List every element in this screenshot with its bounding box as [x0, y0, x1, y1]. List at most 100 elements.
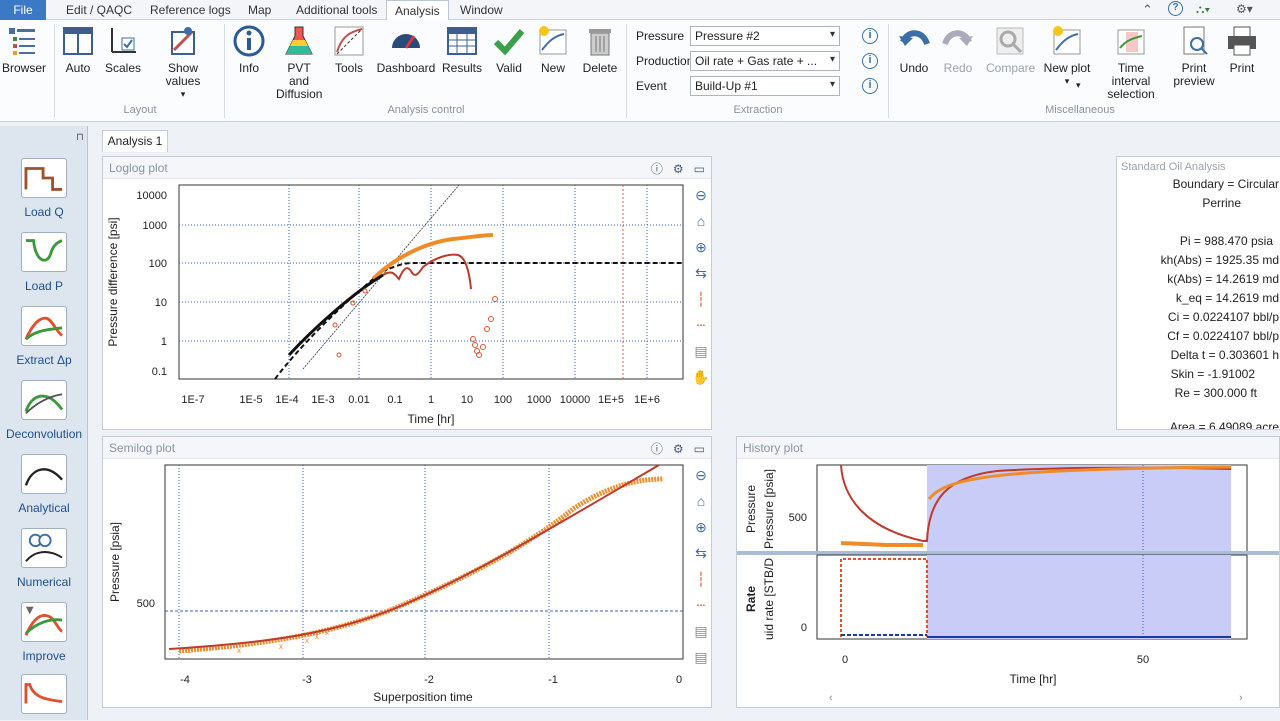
event-info-icon[interactable]: i [862, 78, 878, 94]
menu-reference-logs[interactable]: Reference logs [150, 3, 231, 17]
sidebar-item-numerical[interactable]: Numerical [6, 528, 82, 589]
table-icon[interactable]: ▤ [694, 343, 708, 359]
menu-analysis[interactable]: Analysis [386, 0, 449, 21]
info-button[interactable]: Info [232, 24, 266, 75]
semilog-chart[interactable]: x x xx x x 500 -4 -3 -2 -1 0 Superposition t… [103, 459, 689, 709]
production-select[interactable]: Oil rate + Gas rate + ... [690, 51, 840, 71]
zoom-out-icon[interactable]: ⊖ [695, 467, 707, 483]
history-rate-tick: 0 [801, 622, 807, 634]
loglog-chart[interactable]: 10000 1000 100 10 1 0.1 1E-7 1E-5 1E-4 1… [103, 179, 689, 431]
svg-text:0: 0 [676, 674, 682, 686]
sidebar-item-improve[interactable]: Improve [6, 602, 82, 663]
settings-icon[interactable]: ⚙ [672, 442, 684, 456]
settings-icon[interactable]: ⚙▾ [1236, 2, 1253, 16]
svg-text:x: x [237, 646, 241, 655]
menu-file[interactable]: File [0, 0, 46, 20]
menu-window[interactable]: Window [460, 3, 503, 17]
menu-additional-tools[interactable]: Additional tools [296, 3, 378, 17]
time-interval-selection-rate[interactable] [927, 555, 1231, 639]
menu-map[interactable]: Map [248, 3, 272, 17]
zoom-in-icon[interactable]: ⊕ [695, 519, 707, 535]
history-pressure-axis: Pressure [psia] [762, 469, 776, 549]
tab-analysis-1[interactable]: Analysis 1 [102, 130, 168, 152]
production-info-icon[interactable]: i [862, 53, 878, 69]
result-line: k(Abs) = 14.2619 md [1167, 272, 1279, 286]
svg-text:100: 100 [494, 394, 512, 406]
table-icon [447, 27, 477, 55]
sidebar-item-deconvolution[interactable]: Deconvolution [6, 380, 82, 441]
tools-button[interactable]: Tools [330, 24, 368, 75]
collapse-ribbon-icon[interactable]: ⌃ [1142, 2, 1153, 17]
loglog-plot-area [178, 184, 684, 380]
svg-text:10: 10 [461, 394, 473, 406]
sidebar-item-load-q[interactable]: Load Q [6, 158, 82, 219]
network-icon[interactable]: ⛬▾ [1196, 2, 1211, 16]
show-values-icon [171, 27, 195, 55]
help-icon[interactable]: ⓘ [650, 442, 663, 456]
zoom-out-icon[interactable]: ⊖ [695, 187, 707, 203]
pressure-select[interactable]: Pressure #2 [690, 26, 840, 46]
table-icon[interactable]: ▤ [694, 649, 708, 665]
sidebar-item-more[interactable] [6, 674, 82, 721]
svg-text:100: 100 [149, 258, 167, 270]
history-rate-series [840, 558, 928, 637]
sidebar-item-load-p[interactable]: Load P [6, 232, 82, 293]
svg-text:1E-5: 1E-5 [239, 394, 262, 406]
print-button[interactable]: Print [1224, 24, 1260, 75]
delete-button[interactable]: Delete [580, 24, 620, 75]
new-analysis-button[interactable]: New [536, 24, 570, 75]
svg-text:10: 10 [155, 297, 167, 309]
horizontal-line-icon[interactable]: ┄ [696, 317, 706, 333]
time-interval-selection-button[interactable]: Time interval selection [1098, 24, 1164, 101]
history-chart[interactable]: Pressure Pressure [psia] 500 Rate uid ra… [737, 459, 1279, 707]
svg-text:0.1: 0.1 [387, 394, 402, 406]
dashboard-button[interactable]: Dashboard [376, 24, 436, 75]
zoom-in-icon[interactable]: ⊕ [695, 239, 707, 255]
browser-button[interactable]: Browser [2, 24, 46, 75]
sidebar-item-analytical[interactable]: Analytical [6, 454, 82, 515]
fit-icon[interactable]: ⇆ [695, 545, 707, 561]
pressure-info-icon[interactable]: i [862, 28, 878, 44]
results-button[interactable]: Results [442, 24, 482, 75]
table-icon[interactable]: ▤ [694, 623, 708, 639]
show-values-button[interactable]: Show values ▾ [150, 24, 216, 101]
scales-button[interactable]: Scales [104, 24, 142, 75]
svg-text:0: 0 [842, 654, 848, 666]
help-icon[interactable]: ⓘ [650, 162, 663, 176]
event-row: Event Build-Up #1 [636, 76, 876, 96]
vertical-line-icon[interactable]: ┆ [696, 571, 706, 587]
history-panel: History plot Pressure Pressure [psia] 50… [736, 436, 1280, 708]
history-splitter[interactable] [737, 551, 1279, 555]
history-x-label: Time [hr] [1010, 672, 1057, 686]
print-preview-button[interactable]: Print preview [1170, 24, 1218, 88]
svg-text:10000: 10000 [560, 394, 591, 406]
restore-icon[interactable]: ▭ [693, 162, 705, 176]
home-icon[interactable]: ⌂ [696, 213, 706, 229]
scroll-right-icon[interactable]: › [1239, 692, 1243, 704]
undo-button[interactable]: Undo [896, 24, 932, 75]
result-line: k_eq = 14.2619 md [1175, 291, 1279, 305]
auto-button[interactable]: Auto [60, 24, 96, 75]
fit-icon[interactable]: ⇆ [695, 265, 707, 281]
valid-button[interactable]: Valid [492, 24, 526, 75]
event-select[interactable]: Build-Up #1 [690, 76, 840, 96]
settings-icon[interactable]: ⚙ [672, 162, 684, 176]
menu-edit-qaqc[interactable]: Edit / QAQC [66, 3, 133, 17]
compare-button[interactable]: Compare [986, 24, 1035, 75]
load-p-icon [21, 232, 67, 272]
hand-icon[interactable]: ✋ [692, 369, 710, 385]
sidebar-item-extract-dp[interactable]: Extract Δp [6, 306, 82, 367]
scroll-left-icon[interactable]: ‹ [829, 692, 833, 704]
redo-button[interactable]: Redo [940, 24, 976, 75]
redo-icon [942, 30, 973, 46]
history-rate-label: Rate [744, 586, 758, 612]
pvt-diffusion-button[interactable]: PVT and Diffusion [276, 24, 322, 101]
pin-icon[interactable]: ⊓ [76, 132, 84, 143]
home-icon[interactable]: ⌂ [696, 493, 706, 509]
printer-icon [1228, 26, 1256, 56]
horizontal-line-icon[interactable]: ┄ [696, 597, 706, 613]
help-icon[interactable]: ? [1168, 1, 1183, 16]
restore-icon[interactable]: ▭ [693, 442, 705, 456]
new-plot-button[interactable]: New plot ▾ [1042, 24, 1092, 88]
vertical-line-icon[interactable]: ┆ [696, 291, 706, 307]
